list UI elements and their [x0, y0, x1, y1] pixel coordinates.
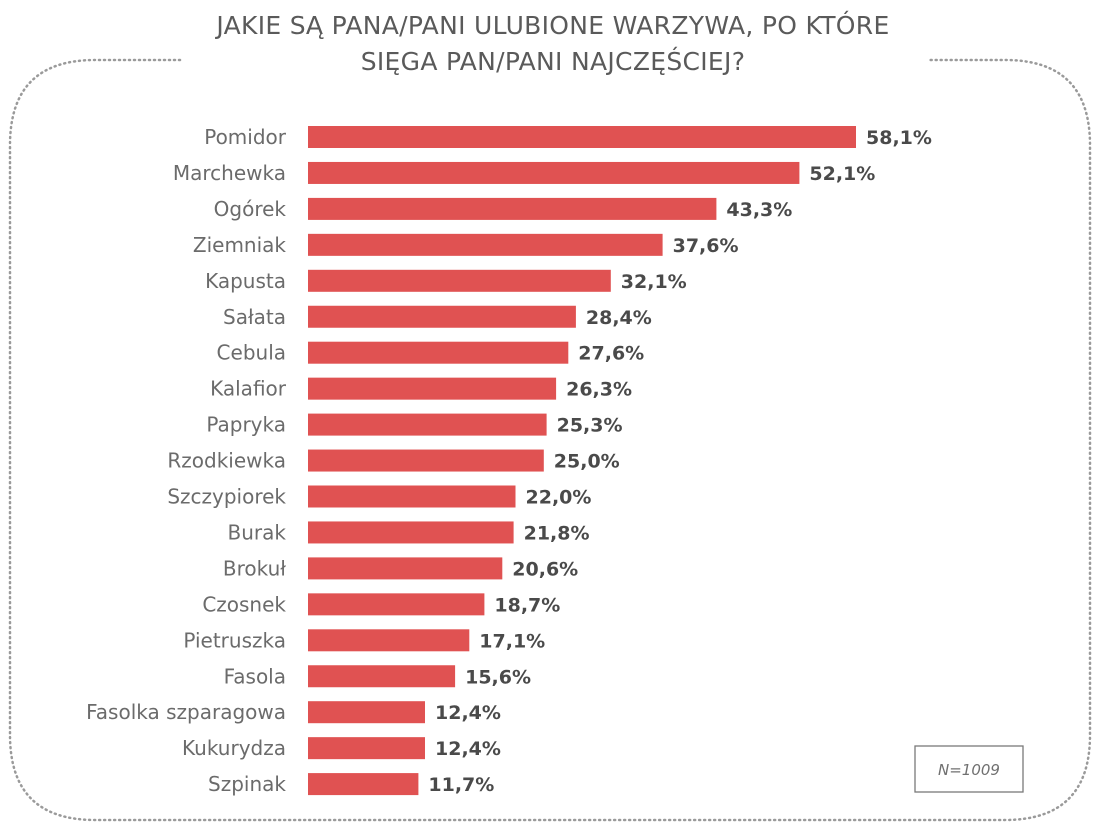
value-label-papryka: 25,3%: [557, 415, 623, 437]
category-label-szczypiorek: Szczypiorek: [167, 485, 286, 509]
category-label-fasolka-szparagowa: Fasolka szparagowa: [86, 700, 286, 724]
bar-papryka: [308, 413, 547, 436]
category-label-pomidor: Pomidor: [204, 125, 287, 149]
bar-ogórek: [308, 197, 717, 220]
category-label-szpinak: Szpinak: [208, 772, 286, 796]
category-label-czosnek: Czosnek: [202, 592, 286, 616]
bar-kukurydza: [308, 737, 425, 760]
chart-title-line-2: SIĘGA PAN/PANI NAJCZĘŚCIEJ?: [361, 46, 746, 76]
sample-size-label: N=1009: [938, 761, 1000, 779]
sample-size-border: [914, 745, 1024, 793]
bar-fasolka-szparagowa: [308, 701, 425, 724]
value-label-pomidor: 58,1%: [866, 127, 932, 149]
bar-ziemniak: [308, 233, 663, 256]
dotted-frame: [8, 58, 1092, 822]
value-label-szpinak: 11,7%: [428, 774, 494, 796]
bar-szczypiorek: [308, 485, 516, 508]
bar-kalafior: [308, 377, 557, 400]
category-label-kukurydza: Kukurydza: [182, 736, 286, 760]
bar-burak: [308, 521, 514, 544]
value-label-ogórek: 43,3%: [726, 199, 792, 221]
bar-sałata: [308, 305, 576, 328]
bar-fasola: [308, 665, 456, 688]
category-label-kapusta: Kapusta: [205, 269, 286, 293]
bar-marchewka: [308, 161, 800, 184]
bar-kapusta: [308, 269, 611, 292]
category-label-fasola: Fasola: [224, 664, 286, 688]
value-label-szczypiorek: 22,0%: [526, 487, 592, 509]
value-label-cebula: 27,6%: [578, 343, 644, 365]
bar-cebula: [308, 341, 569, 364]
value-label-rzodkiewka: 25,0%: [554, 451, 620, 473]
value-label-sałata: 28,4%: [586, 307, 652, 329]
bar-pomidor: [308, 126, 856, 148]
category-label-cebula: Cebula: [217, 341, 286, 365]
bar-rzodkiewka: [308, 449, 544, 472]
category-label-pietruszka: Pietruszka: [183, 628, 286, 652]
sample-size-box: N=1009: [914, 745, 1024, 793]
category-label-ogórek: Ogórek: [214, 197, 287, 221]
bar-pietruszka: [308, 629, 470, 652]
chart-title-line-1: JAKIE SĄ PANA/PANI ULUBIONE WARZYWA, PO …: [214, 10, 889, 40]
category-label-papryka: Papryka: [206, 413, 286, 437]
category-label-brokuł: Brokuł: [223, 556, 286, 580]
bar-czosnek: [308, 593, 485, 616]
bars: Pomidor 58,1% Marchewka 52,1% Ogórek 43,3% Zie…: [86, 125, 932, 796]
category-label-marchewka: Marchewka: [173, 161, 286, 185]
value-label-kapusta: 32,1%: [621, 271, 687, 293]
value-label-fasolka-szparagowa: 12,4%: [435, 702, 501, 724]
value-label-czosnek: 18,7%: [494, 594, 560, 616]
value-label-ziemniak: 37,6%: [673, 235, 739, 257]
category-label-sałata: Sałata: [223, 305, 286, 329]
category-label-burak: Burak: [228, 520, 287, 544]
category-label-ziemniak: Ziemniak: [193, 233, 287, 257]
value-label-burak: 21,8%: [524, 522, 590, 544]
bar-szpinak: [308, 773, 419, 796]
value-label-pietruszka: 17,1%: [479, 630, 545, 652]
value-label-kukurydza: 12,4%: [435, 738, 501, 760]
value-label-kalafior: 26,3%: [566, 379, 632, 401]
category-label-kalafior: Kalafior: [210, 377, 287, 401]
category-label-rzodkiewka: Rzodkiewka: [167, 449, 286, 473]
value-label-brokuł: 20,6%: [512, 558, 578, 580]
bar-brokuł: [308, 557, 503, 580]
value-label-fasola: 15,6%: [465, 666, 531, 688]
value-label-marchewka: 52,1%: [809, 163, 875, 185]
